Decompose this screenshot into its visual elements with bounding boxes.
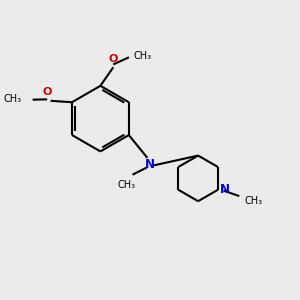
Text: N: N — [220, 183, 230, 196]
Text: CH₃: CH₃ — [133, 51, 151, 61]
Text: CH₃: CH₃ — [118, 180, 136, 190]
Text: CH₃: CH₃ — [4, 94, 22, 104]
Text: CH₃: CH₃ — [245, 196, 263, 206]
Text: N: N — [145, 158, 154, 171]
Text: O: O — [42, 87, 52, 98]
Text: O: O — [109, 54, 118, 64]
